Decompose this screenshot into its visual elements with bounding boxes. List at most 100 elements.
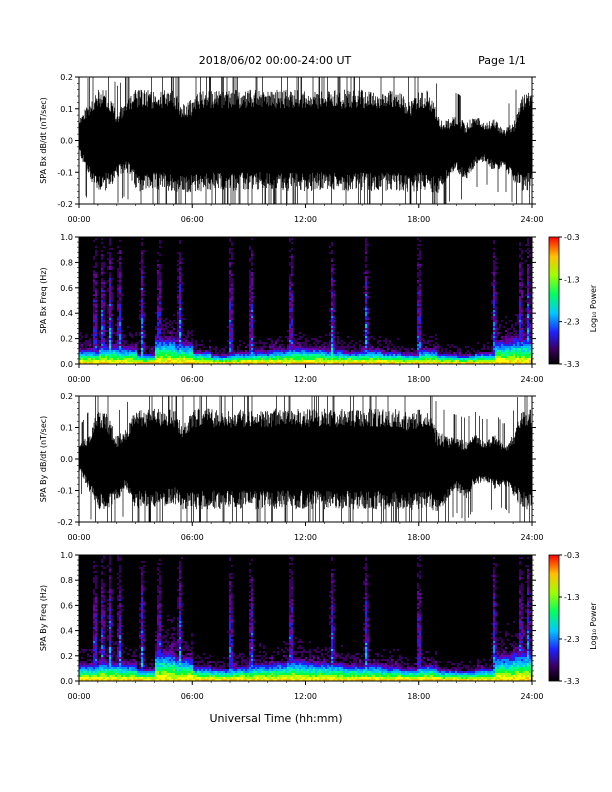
heatmap-cell bbox=[259, 340, 261, 342]
heatmap-cell bbox=[231, 252, 233, 254]
heatmap-cell bbox=[109, 581, 111, 583]
heatmap-cell bbox=[93, 581, 95, 583]
heatmap-cell bbox=[313, 358, 315, 360]
heatmap-cell bbox=[493, 344, 495, 346]
heatmap-cell bbox=[493, 290, 495, 292]
heatmap-cell bbox=[201, 354, 203, 356]
heatmap-cell bbox=[95, 667, 97, 669]
heatmap-cell bbox=[141, 262, 143, 264]
heatmap-cell bbox=[95, 641, 97, 643]
heatmap-cell bbox=[133, 350, 135, 352]
heatmap-cell bbox=[449, 362, 451, 364]
heatmap-cell bbox=[231, 262, 233, 264]
heatmap-cell bbox=[217, 360, 219, 362]
heatmap-cell bbox=[331, 356, 333, 358]
heatmap-cell bbox=[379, 360, 381, 362]
heatmap-cell bbox=[291, 334, 293, 336]
heatmap-cell bbox=[159, 246, 161, 248]
heatmap-cell bbox=[143, 625, 145, 627]
heatmap-cell bbox=[377, 346, 379, 348]
heatmap-cell bbox=[179, 274, 181, 276]
heatmap-cell bbox=[95, 330, 97, 332]
heatmap-cell bbox=[87, 663, 89, 665]
heatmap-cell bbox=[89, 338, 91, 340]
heatmap-cell bbox=[457, 358, 459, 360]
heatmap-cell bbox=[179, 360, 181, 362]
heatmap-cell bbox=[157, 621, 159, 623]
heatmap-cell bbox=[81, 661, 83, 663]
heatmap-cell bbox=[159, 254, 161, 256]
heatmap-cell bbox=[141, 256, 143, 258]
heatmap-cell bbox=[83, 665, 85, 667]
heatmap-cell bbox=[201, 344, 203, 346]
heatmap-cell bbox=[409, 352, 411, 354]
heatmap-cell bbox=[95, 647, 97, 649]
heatmap-cell bbox=[289, 362, 291, 364]
heatmap-cell bbox=[113, 346, 115, 348]
heatmap-cell bbox=[95, 675, 97, 677]
heatmap-cell bbox=[491, 360, 493, 362]
heatmap-cell bbox=[111, 657, 113, 659]
heatmap-cell bbox=[185, 352, 187, 354]
heatmap-cell bbox=[439, 360, 441, 362]
heatmap-cell bbox=[421, 362, 423, 364]
heatmap-cell bbox=[119, 641, 121, 643]
heatmap-cell bbox=[505, 342, 507, 344]
heatmap-cell bbox=[251, 256, 253, 258]
heatmap-cell bbox=[331, 274, 333, 276]
heatmap-cell bbox=[513, 360, 515, 362]
heatmap-cell bbox=[331, 264, 333, 266]
heatmap-cell bbox=[359, 358, 361, 360]
heatmap-cell bbox=[101, 589, 103, 591]
heatmap-cell bbox=[87, 354, 89, 356]
heatmap-cell bbox=[115, 358, 117, 360]
heatmap-cell bbox=[129, 362, 131, 364]
heatmap-cell bbox=[397, 358, 399, 360]
heatmap-cell bbox=[199, 356, 201, 358]
heatmap-cell bbox=[299, 344, 301, 346]
heatmap-cell bbox=[467, 346, 469, 348]
heatmap-cell bbox=[491, 354, 493, 356]
heatmap-cell bbox=[91, 649, 93, 651]
heatmap-cell bbox=[141, 288, 143, 290]
heatmap-cell bbox=[285, 336, 287, 338]
heatmap-cell bbox=[107, 336, 109, 338]
heatmap-cell bbox=[295, 358, 297, 360]
heatmap-cell bbox=[249, 344, 251, 346]
heatmap-cell bbox=[85, 346, 87, 348]
heatmap-cell bbox=[525, 328, 527, 330]
heatmap-cell bbox=[435, 356, 437, 358]
heatmap-cell bbox=[155, 653, 157, 655]
y-tick-label: 0.0 bbox=[60, 360, 73, 369]
heatmap-cell bbox=[189, 362, 191, 364]
heatmap-cell bbox=[93, 266, 95, 268]
heatmap-cell bbox=[281, 340, 283, 342]
heatmap-cell bbox=[157, 252, 159, 254]
heatmap-cell bbox=[217, 358, 219, 360]
heatmap-cell bbox=[119, 292, 121, 294]
heatmap-cell bbox=[123, 679, 125, 681]
heatmap-cell bbox=[505, 348, 507, 350]
heatmap-cell bbox=[497, 342, 499, 344]
heatmap-cell bbox=[411, 354, 413, 356]
heatmap-cell bbox=[159, 362, 161, 364]
heatmap-cell bbox=[123, 667, 125, 669]
heatmap-cell bbox=[269, 352, 271, 354]
heatmap-cell bbox=[291, 270, 293, 272]
heatmap-cell bbox=[99, 651, 101, 653]
heatmap-cell bbox=[263, 350, 265, 352]
heatmap-cell bbox=[419, 274, 421, 276]
heatmap-cell bbox=[141, 358, 143, 360]
heatmap-cell bbox=[229, 300, 231, 302]
panel-by-time-series: -0.2-0.10.00.10.200:00 06:00 12:00 18:00 24:… bbox=[39, 392, 544, 542]
heatmap-cell bbox=[251, 252, 253, 254]
heatmap-cell bbox=[529, 284, 531, 286]
heatmap-cell bbox=[129, 671, 131, 673]
heatmap-cell bbox=[491, 352, 493, 354]
heatmap-cell bbox=[195, 356, 197, 358]
heatmap-cell bbox=[137, 354, 139, 356]
heatmap-cell bbox=[341, 346, 343, 348]
heatmap-cell bbox=[515, 360, 517, 362]
heatmap-cell bbox=[103, 625, 105, 627]
heatmap-cell bbox=[305, 360, 307, 362]
